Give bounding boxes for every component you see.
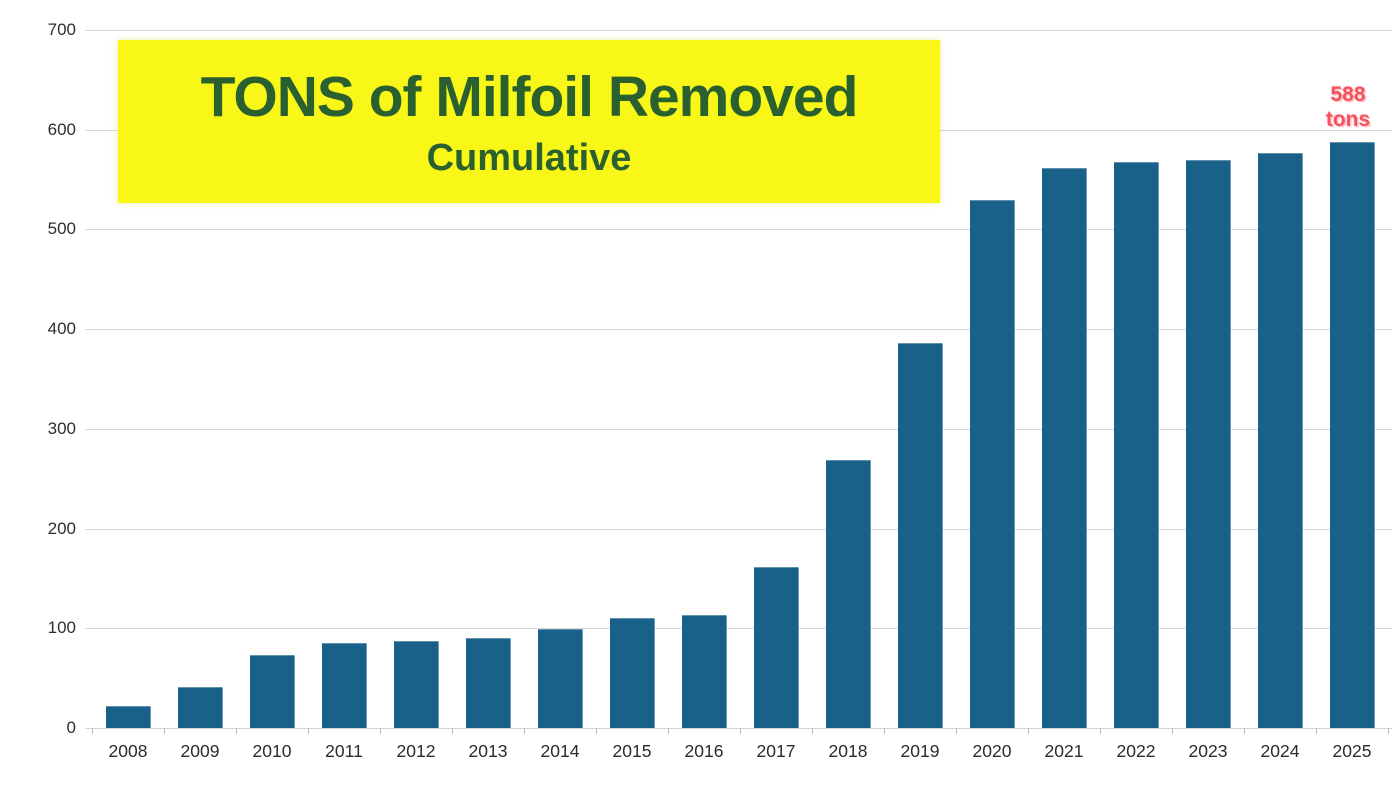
axis-tick bbox=[308, 728, 309, 734]
bar-2019 bbox=[898, 343, 943, 728]
axis-tick bbox=[884, 728, 885, 734]
axis-tick bbox=[812, 728, 813, 734]
gridline bbox=[85, 329, 1392, 330]
x-axis-label: 2019 bbox=[900, 741, 940, 761]
axis-tick bbox=[164, 728, 165, 734]
bar-2023 bbox=[1186, 160, 1231, 728]
axis-tick bbox=[668, 728, 669, 734]
bar-2016 bbox=[682, 615, 727, 728]
x-axis-label: 2023 bbox=[1188, 741, 1228, 761]
y-axis-label: 0 bbox=[66, 718, 76, 737]
y-axis-label: 100 bbox=[47, 618, 76, 637]
y-axis-label: 400 bbox=[47, 319, 76, 338]
x-axis-label: 2020 bbox=[972, 741, 1012, 761]
x-axis-label: 2008 bbox=[108, 741, 148, 761]
gridline bbox=[85, 628, 1392, 629]
x-axis-label: 2011 bbox=[325, 741, 363, 761]
gridline bbox=[85, 728, 1392, 729]
y-axis-label: 300 bbox=[47, 419, 76, 438]
x-axis-label: 2009 bbox=[180, 741, 220, 761]
axis-tick bbox=[1028, 728, 1029, 734]
bar-2014 bbox=[538, 629, 583, 728]
bar-2021 bbox=[1042, 168, 1087, 728]
bar-2024 bbox=[1258, 153, 1303, 728]
axis-tick bbox=[1316, 728, 1317, 734]
bar-2015 bbox=[610, 618, 655, 728]
x-axis-label: 2016 bbox=[684, 741, 724, 761]
gridline bbox=[85, 429, 1392, 430]
axis-tick bbox=[1388, 728, 1389, 734]
x-axis-label: 2017 bbox=[756, 741, 796, 761]
x-axis-label: 2018 bbox=[828, 741, 868, 761]
y-axis-label: 700 bbox=[47, 20, 76, 39]
bar-2011 bbox=[322, 643, 367, 728]
bar-2009 bbox=[178, 687, 223, 728]
axis-tick bbox=[956, 728, 957, 734]
axis-tick bbox=[92, 728, 93, 734]
axis-tick bbox=[740, 728, 741, 734]
axis-tick bbox=[524, 728, 525, 734]
axis-tick bbox=[236, 728, 237, 734]
final-value-annotation: 588 tons bbox=[1303, 82, 1393, 132]
bar-2013 bbox=[466, 638, 511, 728]
x-axis-label: 2025 bbox=[1332, 741, 1372, 761]
axis-tick bbox=[1172, 728, 1173, 734]
x-axis-label: 2021 bbox=[1044, 741, 1084, 761]
x-axis-label: 2012 bbox=[396, 741, 436, 761]
bar-2017 bbox=[754, 567, 799, 728]
y-axis-label: 600 bbox=[47, 120, 76, 139]
y-axis-label: 200 bbox=[47, 519, 76, 538]
x-axis-label: 2013 bbox=[468, 741, 508, 761]
annotation-unit: tons bbox=[1325, 108, 1371, 131]
y-axis-label: 500 bbox=[47, 219, 76, 238]
bar-2018 bbox=[826, 460, 871, 728]
axis-tick bbox=[380, 728, 381, 734]
chart-title: TONS of Milfoil Removed bbox=[200, 64, 859, 129]
gridline bbox=[85, 30, 1392, 31]
x-axis-label: 2010 bbox=[252, 741, 292, 761]
bar-2020 bbox=[970, 200, 1015, 728]
x-axis-label: 2024 bbox=[1260, 741, 1300, 761]
x-axis-label: 2022 bbox=[1116, 741, 1156, 761]
bar-2022 bbox=[1114, 162, 1159, 728]
bar-2010 bbox=[250, 655, 295, 728]
x-axis-label: 2015 bbox=[612, 741, 652, 761]
bar-2008 bbox=[106, 706, 151, 728]
chart-subtitle: Cumulative bbox=[426, 136, 632, 179]
x-axis-label: 2014 bbox=[540, 741, 580, 761]
bar-2025 bbox=[1330, 142, 1375, 728]
gridline bbox=[85, 229, 1392, 230]
axis-tick bbox=[1244, 728, 1245, 734]
bar-2012 bbox=[394, 641, 439, 728]
axis-tick bbox=[452, 728, 453, 734]
chart-title-box: TONS of Milfoil Removed Cumulative bbox=[118, 40, 940, 203]
axis-tick bbox=[1100, 728, 1101, 734]
annotation-value: 588 bbox=[1330, 83, 1366, 106]
axis-tick bbox=[596, 728, 597, 734]
gridline bbox=[85, 529, 1392, 530]
